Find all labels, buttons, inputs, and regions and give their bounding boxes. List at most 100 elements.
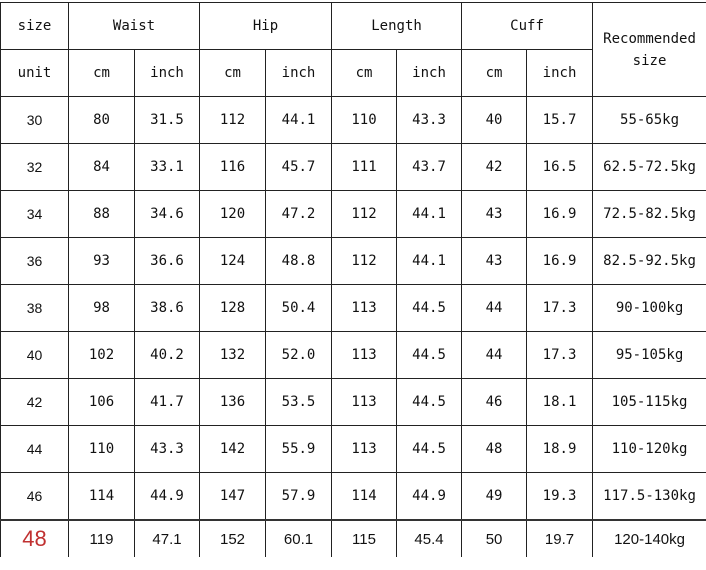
- measurement-cell: 48: [461, 425, 528, 473]
- size-cell: 44: [0, 425, 69, 473]
- table-row: 44 110 43.3 142 55.9 113 44.5 48 18.9 110-120kg: [0, 425, 706, 473]
- measurement-cell: 115: [331, 519, 398, 557]
- size-cell: 42: [0, 378, 69, 426]
- measurement-cell: 102: [68, 331, 135, 379]
- measurement-cell: 119: [68, 519, 135, 557]
- size-cell: 38: [0, 284, 69, 332]
- measurement-cell: 50: [461, 519, 528, 557]
- size-cell: 36: [0, 237, 69, 285]
- measurement-cell: 88: [68, 190, 135, 238]
- measurement-cell: 52.0: [264, 331, 333, 379]
- measurement-cell: 110: [331, 96, 398, 144]
- measurement-cell: 45.7: [264, 143, 333, 191]
- measurement-cell: 36.6: [134, 237, 200, 285]
- measurement-cell: 43: [461, 190, 528, 238]
- measurement-cell: 17.3: [526, 284, 594, 332]
- measurement-cell: 136: [199, 378, 266, 426]
- measurement-cell: 18.9: [526, 425, 594, 473]
- measurement-cell: 111: [331, 143, 398, 191]
- measurement-cell: 147: [199, 472, 266, 521]
- measurement-cell: 47.2: [264, 190, 333, 238]
- measurement-cell: 19.7: [526, 519, 594, 557]
- table-row: 30 80 31.5 112 44.1 110 43.3 40 15.7 55-65kg: [0, 96, 706, 144]
- measurement-cell: 34.6: [134, 190, 200, 238]
- table-row: 42 106 41.7 136 53.5 113 44.5 46 18.1 105-115kg: [0, 378, 706, 426]
- measurement-cell: 116: [199, 143, 266, 191]
- measurement-cell: 43.3: [134, 425, 200, 473]
- measurement-cell: 48.8: [264, 237, 333, 285]
- measurement-cell: 120: [199, 190, 266, 238]
- table-row: 48 119 47.1 152 60.1 115 45.4 50 19.7 120-140kg: [0, 519, 706, 557]
- unit-cell: cm: [199, 49, 266, 97]
- measurement-cell: 19.3: [526, 472, 594, 521]
- size-chart-table: size Waist Hip Length Cuff Recommended s…: [0, 2, 706, 557]
- measurement-cell: 114: [68, 472, 135, 521]
- unit-cell: cm: [331, 49, 398, 97]
- unit-cell: inch: [526, 49, 594, 97]
- hip-header: Hip: [198, 2, 333, 50]
- measurement-cell: 46: [461, 378, 528, 426]
- measurement-cell: 128: [199, 284, 266, 332]
- measurement-cell: 41.7: [134, 378, 200, 426]
- measurement-cell: 55.9: [264, 425, 333, 473]
- measurement-cell: 50.4: [264, 284, 333, 332]
- measurement-cell: 16.9: [526, 237, 594, 285]
- recommended-cell: 55-65kg: [592, 96, 706, 144]
- unit-cell: cm: [461, 49, 528, 97]
- unit-cell: inch: [396, 49, 463, 97]
- measurement-cell: 112: [331, 190, 398, 238]
- recommended-cell: 95-105kg: [592, 331, 706, 379]
- measurement-cell: 43.7: [396, 143, 463, 191]
- table-row: 34 88 34.6 120 47.2 112 44.1 43 16.9 72.5-82.5kg: [0, 190, 706, 238]
- measurement-cell: 44.9: [396, 472, 463, 521]
- measurement-cell: 49: [461, 472, 528, 521]
- measurement-cell: 44: [461, 284, 528, 332]
- measurement-cell: 114: [331, 472, 398, 521]
- measurement-cell: 42: [461, 143, 528, 191]
- measurement-cell: 18.1: [526, 378, 594, 426]
- measurement-cell: 33.1: [134, 143, 200, 191]
- measurement-cell: 43.3: [396, 96, 463, 144]
- measurement-cell: 132: [199, 331, 266, 379]
- measurement-cell: 113: [331, 284, 398, 332]
- measurement-cell: 84: [68, 143, 135, 191]
- measurement-cell: 124: [199, 237, 266, 285]
- measurement-cell: 40: [461, 96, 528, 144]
- table-row: 36 93 36.6 124 48.8 112 44.1 43 16.9 82.5-92.5kg: [0, 237, 706, 285]
- unit-header: unit: [0, 49, 69, 97]
- measurement-cell: 44.5: [396, 331, 463, 379]
- measurement-cell: 113: [331, 331, 398, 379]
- measurement-cell: 44.1: [396, 237, 463, 285]
- measurement-cell: 45.4: [396, 519, 463, 557]
- measurement-cell: 57.9: [264, 472, 333, 521]
- length-header: Length: [331, 2, 463, 50]
- measurement-cell: 44.1: [264, 96, 333, 144]
- measurement-cell: 44.5: [396, 425, 463, 473]
- size-cell: 32: [0, 143, 69, 191]
- measurement-cell: 110: [68, 425, 135, 473]
- measurement-cell: 44.1: [396, 190, 463, 238]
- measurement-cell: 15.7: [526, 96, 594, 144]
- measurement-cell: 47.1: [134, 519, 200, 557]
- recommended-cell: 82.5-92.5kg: [592, 237, 706, 285]
- waist-header: Waist: [68, 2, 200, 50]
- recommended-cell: 105-115kg: [592, 378, 706, 426]
- measurement-cell: 17.3: [526, 331, 594, 379]
- measurement-cell: 40.2: [134, 331, 200, 379]
- unit-cell: inch: [264, 49, 333, 97]
- measurement-cell: 16.5: [526, 143, 594, 191]
- measurement-cell: 80: [68, 96, 135, 144]
- measurement-cell: 106: [68, 378, 135, 426]
- measurement-cell: 98: [68, 284, 135, 332]
- measurement-cell: 113: [331, 378, 398, 426]
- measurement-cell: 112: [331, 237, 398, 285]
- size-cell: 46: [0, 472, 69, 521]
- measurement-cell: 93: [68, 237, 135, 285]
- table-row: 46 114 44.9 147 57.9 114 44.9 49 19.3 117.5-130kg: [0, 472, 706, 521]
- table-row: 38 98 38.6 128 50.4 113 44.5 44 17.3 90-100kg: [0, 284, 706, 332]
- recommended-cell: 120-140kg: [592, 519, 706, 557]
- measurement-cell: 16.9: [526, 190, 594, 238]
- recommended-cell: 62.5-72.5kg: [592, 143, 706, 191]
- measurement-cell: 44: [461, 331, 528, 379]
- measurement-cell: 53.5: [264, 378, 333, 426]
